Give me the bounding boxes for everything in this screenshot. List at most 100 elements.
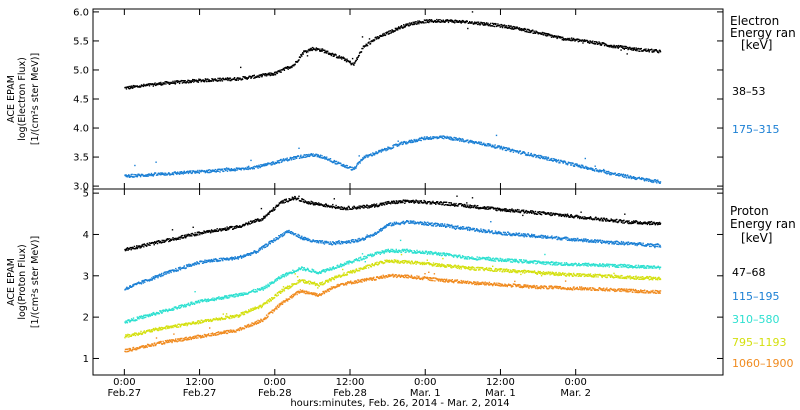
data-point — [462, 228, 464, 230]
data-point — [353, 167, 355, 169]
data-point — [489, 231, 491, 233]
data-point — [254, 250, 256, 252]
data-point — [204, 170, 206, 173]
data-point — [464, 205, 466, 207]
data-point — [495, 23, 497, 25]
data-point — [475, 229, 477, 231]
data-point — [628, 48, 630, 50]
data-point — [283, 202, 285, 204]
data-point — [239, 77, 241, 79]
data-point — [324, 205, 326, 208]
data-point — [192, 226, 194, 228]
data-point — [473, 23, 476, 25]
data-point — [264, 74, 266, 77]
data-point — [398, 27, 400, 30]
data-point — [520, 28, 523, 30]
data-point — [327, 241, 330, 243]
data-point — [290, 157, 292, 160]
data-point — [351, 240, 353, 243]
data-point — [581, 166, 583, 168]
data-point — [536, 235, 538, 238]
data-point — [305, 50, 307, 52]
data-point — [437, 19, 440, 21]
legend-entry: 47–68 — [732, 266, 766, 279]
data-point — [335, 54, 337, 56]
data-point — [384, 225, 387, 227]
data-point — [555, 160, 557, 162]
data-point — [208, 171, 210, 174]
data-point — [520, 234, 523, 237]
data-point — [257, 165, 260, 168]
data-point — [171, 309, 174, 311]
data-point — [336, 240, 339, 243]
data-point — [656, 50, 658, 53]
data-point — [637, 243, 640, 245]
data-point — [438, 203, 440, 205]
data-point — [192, 233, 194, 235]
data-point — [124, 322, 127, 324]
data-point — [437, 136, 439, 138]
data-point — [203, 261, 206, 264]
data-point — [155, 84, 157, 86]
data-point — [277, 205, 279, 207]
data-point — [440, 225, 443, 227]
legend-title: Energy ran — [730, 217, 796, 231]
data-point — [349, 60, 351, 63]
data-point — [194, 170, 197, 173]
data-point — [441, 137, 444, 139]
data-point — [367, 156, 369, 158]
data-point — [554, 213, 556, 216]
data-point — [167, 173, 169, 175]
data-point — [302, 155, 304, 157]
data-point — [302, 238, 304, 241]
data-point — [643, 180, 646, 182]
data-point — [225, 229, 228, 231]
data-point — [401, 141, 403, 143]
data-point — [640, 47, 642, 50]
data-point — [221, 80, 224, 82]
data-point — [157, 277, 159, 279]
data-point — [331, 207, 334, 209]
data-point — [225, 77, 227, 80]
data-point — [167, 272, 169, 274]
data-point — [219, 228, 222, 231]
y-tick-label: 3 — [83, 271, 89, 282]
data-point — [237, 225, 239, 228]
data-point — [196, 81, 199, 83]
data-point — [605, 170, 608, 173]
data-point — [547, 235, 549, 237]
data-point — [596, 170, 598, 172]
data-point — [128, 287, 130, 289]
data-point — [284, 232, 286, 235]
data-point — [505, 147, 507, 149]
data-point — [307, 51, 309, 53]
data-point — [426, 20, 428, 23]
data-point — [164, 172, 166, 174]
data-point — [262, 288, 264, 290]
data-point — [337, 206, 340, 208]
data-point — [235, 227, 238, 229]
data-point — [467, 204, 469, 206]
data-point — [461, 21, 463, 23]
data-point — [263, 215, 265, 217]
data-point — [203, 80, 205, 82]
data-point — [499, 208, 501, 210]
data-point — [543, 211, 545, 213]
data-point — [305, 201, 308, 203]
data-point — [505, 208, 507, 210]
data-point — [506, 25, 508, 27]
data-point — [589, 167, 592, 169]
data-point — [427, 19, 429, 21]
data-point — [231, 168, 233, 171]
data-point — [461, 228, 463, 230]
data-point — [486, 206, 489, 208]
data-point — [160, 81, 162, 84]
data-point — [644, 49, 646, 51]
data-point — [519, 211, 522, 214]
data-point — [311, 46, 314, 49]
data-point — [160, 172, 162, 174]
data-point — [303, 237, 305, 239]
data-point — [574, 238, 577, 240]
data-point — [544, 32, 546, 35]
data-point — [441, 136, 443, 138]
